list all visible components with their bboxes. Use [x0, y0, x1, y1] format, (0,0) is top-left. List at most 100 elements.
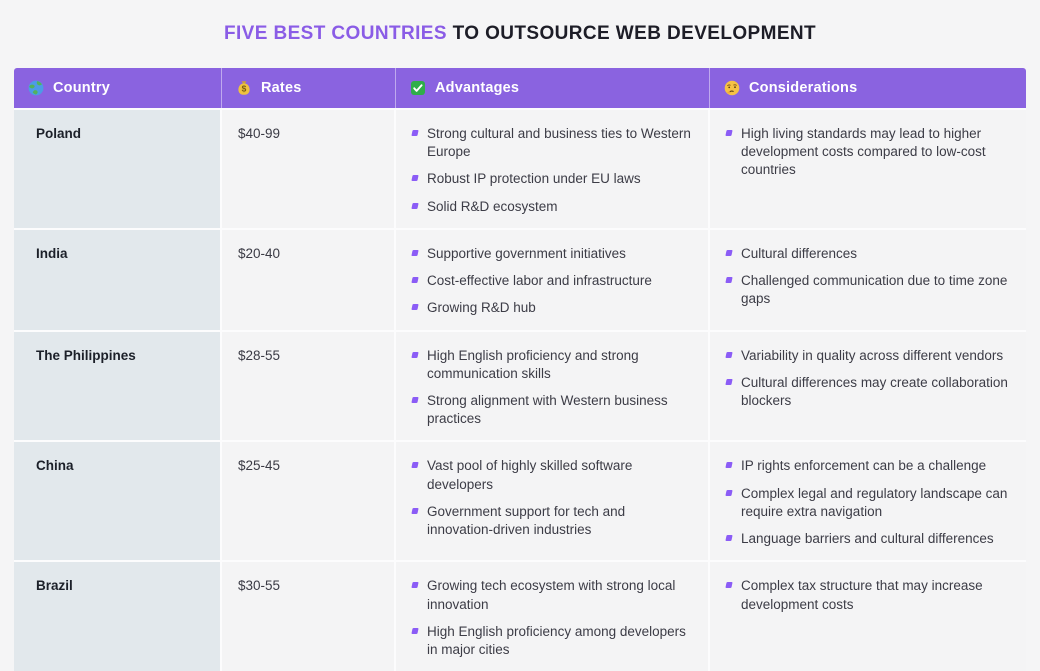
rates-cell: $20-40 [222, 229, 396, 330]
considerations-cell: Variability in quality across different … [710, 331, 1026, 441]
advantages-cell: Supportive government initiatives Cost-e… [396, 229, 710, 330]
column-header-label: Country [53, 80, 110, 96]
money-bag-icon: $ [236, 80, 252, 96]
advantage-text: Solid R&D ecosystem [427, 198, 558, 214]
advantage-text: Strong cultural and business ties to Wes… [427, 126, 691, 160]
column-header-considerations: Considerations [710, 68, 1026, 108]
bullet-icon [411, 351, 419, 358]
consideration-text: Cultural differences [741, 245, 858, 261]
bullet-icon [725, 351, 733, 358]
table-row-philippines: The Philippines $28-55 High English prof… [14, 329, 1026, 441]
list-item: Variability in quality across different … [725, 347, 1010, 365]
bullet-icon [725, 489, 733, 496]
rates-cell: $25-45 [222, 442, 396, 561]
advantages-cell: Vast pool of highly skilled software dev… [396, 442, 710, 561]
considerations-cell: IP rights enforcement can be a challenge… [710, 442, 1026, 561]
bullet-icon [411, 462, 419, 469]
advantage-text: Vast pool of highly skilled software dev… [427, 458, 633, 492]
consideration-text: Complex tax structure that may increase … [741, 578, 983, 612]
bullet-icon [411, 507, 419, 514]
column-header-label: Considerations [749, 80, 858, 96]
considerations-cell: Cultural differences Challenged communic… [710, 229, 1026, 330]
rates-cell: $30-55 [222, 562, 396, 671]
countries-table: Country $ Rates Advantages Consideration… [14, 68, 1026, 671]
table-row-china: China $25-45 Vast pool of highly skilled… [14, 440, 1026, 561]
thinking-face-icon [724, 80, 740, 96]
bullet-icon [725, 378, 733, 385]
bullet-icon [411, 582, 419, 589]
list-item: IP rights enforcement can be a challenge [725, 457, 1010, 475]
advantages-cell: Strong cultural and business ties to Wes… [396, 110, 710, 228]
list-item: Challenged communication due to time zon… [725, 272, 1010, 308]
bullet-icon [411, 277, 419, 284]
page-title-rest: TO OUTSOURCE WEB DEVELOPMENT [446, 23, 817, 44]
advantage-text: Cost-effective labor and infrastructure [427, 273, 652, 289]
country-cell: The Philippines [14, 331, 222, 441]
check-icon [410, 80, 426, 96]
consideration-text: IP rights enforcement can be a challenge [741, 458, 987, 474]
list-item: Vast pool of highly skilled software dev… [411, 457, 692, 493]
advantage-text: Growing R&D hub [427, 300, 536, 316]
list-item: Complex tax structure that may increase … [725, 577, 1010, 613]
advantage-text: Supportive government initiatives [427, 245, 626, 261]
list-item: Growing R&D hub [411, 299, 692, 317]
advantages-cell: High English proficiency and strong comm… [396, 331, 710, 441]
bullet-icon [725, 462, 733, 469]
country-cell: China [14, 442, 222, 561]
column-header-advantages: Advantages [396, 68, 710, 108]
bullet-icon [411, 396, 419, 403]
globe-icon [28, 80, 44, 96]
list-item: Cost-effective labor and infrastructure [411, 272, 692, 290]
list-item: Supportive government initiatives [411, 245, 692, 263]
column-header-country: Country [14, 68, 222, 108]
advantage-text: High English proficiency and strong comm… [427, 347, 639, 381]
column-header-label: Rates [261, 80, 302, 96]
page-title-highlight: FIVE BEST COUNTRIES [223, 23, 447, 44]
bullet-icon [411, 175, 419, 182]
table-header-row: Country $ Rates Advantages Consideration… [14, 68, 1026, 108]
list-item: High English proficiency and strong comm… [411, 347, 692, 383]
rates-cell: $28-55 [222, 331, 396, 441]
country-cell: India [14, 229, 222, 330]
advantage-text: High English proficiency among developer… [427, 623, 686, 657]
list-item: High living standards may lead to higher… [725, 125, 1010, 180]
advantage-text: Government support for tech and innovati… [427, 503, 626, 538]
consideration-text: Variability in quality across different … [741, 347, 1004, 363]
rates-cell: $40-99 [222, 110, 396, 228]
advantage-text: Robust IP protection under EU laws [427, 171, 641, 187]
list-item: Robust IP protection under EU laws [411, 170, 692, 188]
considerations-cell: High living standards may lead to higher… [710, 110, 1026, 228]
consideration-text: Language barriers and cultural differenc… [741, 531, 994, 547]
page-title: FIVE BEST COUNTRIES TO OUTSOURCE WEB DEV… [0, 0, 1040, 68]
bullet-icon [725, 277, 733, 284]
list-item: Strong cultural and business ties to Wes… [411, 125, 692, 161]
bullet-icon [411, 130, 419, 136]
list-item: Cultural differences may create collabor… [725, 374, 1010, 410]
bullet-icon [411, 249, 419, 256]
advantage-text: Strong alignment with Western business p… [427, 392, 668, 427]
country-cell: Poland [14, 110, 222, 228]
bullet-icon [411, 627, 419, 634]
column-header-rates: $ Rates [222, 68, 396, 108]
column-header-label: Advantages [435, 80, 520, 96]
bullet-icon [725, 130, 733, 136]
consideration-text: High living standards may lead to higher… [741, 126, 986, 178]
svg-text:$: $ [242, 84, 247, 94]
list-item: Strong alignment with Western business p… [411, 392, 692, 428]
list-item: High English proficiency among developer… [411, 623, 692, 659]
table-row-poland: Poland $40-99 Strong cultural and busine… [14, 108, 1026, 228]
consideration-text: Challenged communication due to time zon… [741, 273, 1008, 307]
consideration-text: Complex legal and regulatory landscape c… [741, 485, 1008, 519]
list-item: Growing tech ecosystem with strong local… [411, 577, 692, 613]
list-item: Cultural differences [725, 245, 1010, 263]
country-cell: Brazil [14, 562, 222, 671]
list-item: Solid R&D ecosystem [411, 198, 692, 216]
table-row-brazil: Brazil $30-55 Growing tech ecosystem wit… [14, 560, 1026, 671]
bullet-icon [411, 304, 419, 311]
consideration-text: Cultural differences may create collabor… [741, 374, 1008, 408]
bullet-icon [411, 202, 419, 209]
bullet-icon [725, 249, 733, 256]
considerations-cell: Complex tax structure that may increase … [710, 562, 1026, 671]
advantages-cell: Growing tech ecosystem with strong local… [396, 562, 710, 671]
list-item: Complex legal and regulatory landscape c… [725, 485, 1010, 521]
